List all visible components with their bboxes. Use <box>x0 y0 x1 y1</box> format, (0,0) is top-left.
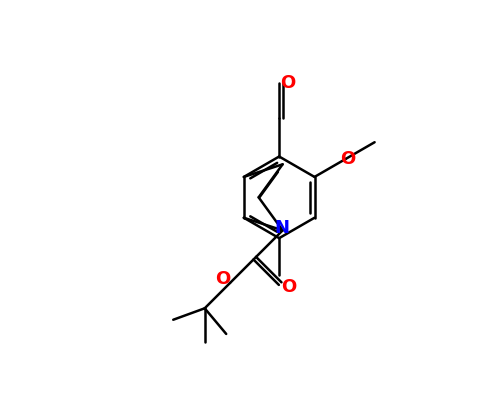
Text: N: N <box>274 219 289 237</box>
Text: O: O <box>340 150 355 168</box>
Text: O: O <box>281 74 296 92</box>
Text: O: O <box>215 270 230 288</box>
Text: O: O <box>281 278 296 296</box>
